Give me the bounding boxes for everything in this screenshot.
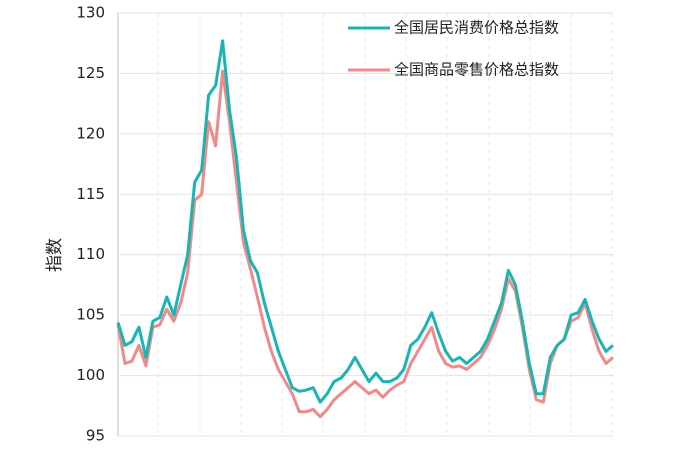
legend-label: 全国商品零售价格总指数 bbox=[394, 61, 559, 79]
y-tick-label: 110 bbox=[76, 245, 105, 263]
series-line bbox=[116, 69, 614, 419]
y-axis-label: 指数 bbox=[45, 238, 65, 272]
y-tick-label: 125 bbox=[76, 64, 105, 82]
y-tick-label: 120 bbox=[76, 124, 105, 142]
y-tick-label: 115 bbox=[76, 185, 105, 203]
legend-label: 全国居民消费价格总指数 bbox=[394, 19, 559, 37]
y-tick-label: 130 bbox=[76, 4, 105, 22]
series-line bbox=[116, 39, 614, 404]
y-tick-label: 95 bbox=[86, 427, 105, 445]
y-tick-label: 100 bbox=[76, 366, 105, 384]
y-tick-label: 105 bbox=[76, 306, 105, 324]
